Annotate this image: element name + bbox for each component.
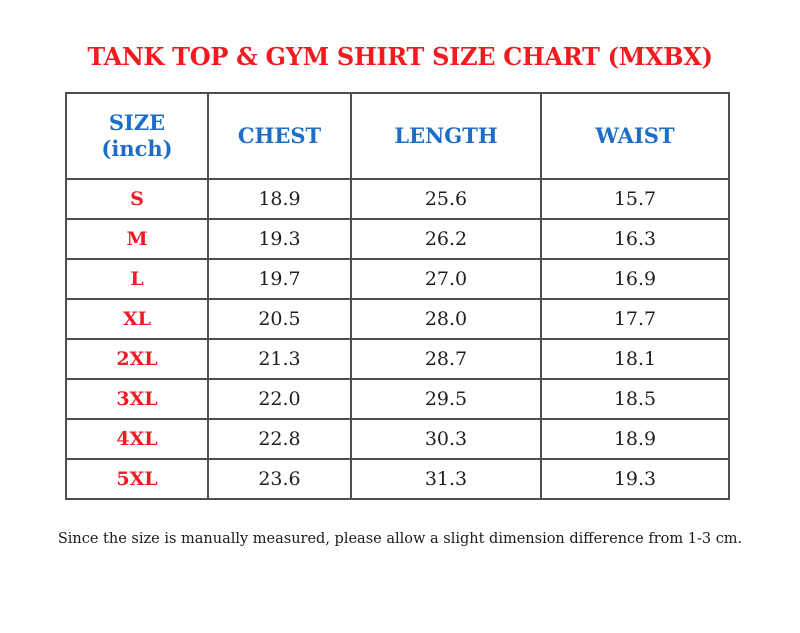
size-cell: 2XL: [65, 338, 209, 380]
header-row: SIZE (inch) CHEST LENGTH WAIST: [65, 92, 730, 180]
waist-cell: 18.9: [540, 418, 730, 460]
size-cell: 5XL: [65, 458, 209, 500]
chest-cell: 22.8: [207, 418, 352, 460]
chest-cell: 22.0: [207, 378, 352, 420]
column-header-waist: WAIST: [540, 92, 730, 180]
table-row: 3XL 22.0 29.5 18.5: [65, 378, 730, 420]
table-header: SIZE (inch) CHEST LENGTH WAIST: [65, 92, 730, 180]
chest-cell: 23.6: [207, 458, 352, 500]
waist-cell: 16.3: [540, 218, 730, 260]
page-title: TANK TOP & GYM SHIRT SIZE CHART (MXBX): [87, 42, 713, 71]
column-header-chest: CHEST: [207, 92, 352, 180]
length-cell: 28.7: [350, 338, 542, 380]
waist-cell: 16.9: [540, 258, 730, 300]
table-body: S 18.9 25.6 15.7 M 19.3 26.2 16.3 L 19.7…: [65, 178, 730, 500]
table-row: XL 20.5 28.0 17.7: [65, 298, 730, 340]
length-cell: 25.6: [350, 178, 542, 220]
size-cell: S: [65, 178, 209, 220]
chest-cell: 18.9: [207, 178, 352, 220]
length-cell: 29.5: [350, 378, 542, 420]
table-row: 2XL 21.3 28.7 18.1: [65, 338, 730, 380]
size-chart-table: SIZE (inch) CHEST LENGTH WAIST S 18.9 25…: [65, 92, 730, 500]
size-cell: L: [65, 258, 209, 300]
column-header-size: SIZE (inch): [65, 92, 209, 180]
footer-note: Since the size is manually measured, ple…: [57, 531, 743, 547]
length-cell: 30.3: [350, 418, 542, 460]
size-cell: 3XL: [65, 378, 209, 420]
column-header-length: LENGTH: [350, 92, 542, 180]
table-row: S 18.9 25.6 15.7: [65, 178, 730, 220]
chest-cell: 19.7: [207, 258, 352, 300]
size-cell: XL: [65, 298, 209, 340]
waist-cell: 18.1: [540, 338, 730, 380]
table-row: 4XL 22.8 30.3 18.9: [65, 418, 730, 460]
table-row: 5XL 23.6 31.3 19.3: [65, 458, 730, 500]
waist-cell: 19.3: [540, 458, 730, 500]
chest-cell: 21.3: [207, 338, 352, 380]
waist-cell: 18.5: [540, 378, 730, 420]
length-cell: 31.3: [350, 458, 542, 500]
size-cell: 4XL: [65, 418, 209, 460]
length-cell: 28.0: [350, 298, 542, 340]
table-row: L 19.7 27.0 16.9: [65, 258, 730, 300]
chest-cell: 19.3: [207, 218, 352, 260]
chest-cell: 20.5: [207, 298, 352, 340]
length-cell: 26.2: [350, 218, 542, 260]
waist-cell: 17.7: [540, 298, 730, 340]
waist-cell: 15.7: [540, 178, 730, 220]
size-cell: M: [65, 218, 209, 260]
length-cell: 27.0: [350, 258, 542, 300]
table-row: M 19.3 26.2 16.3: [65, 218, 730, 260]
